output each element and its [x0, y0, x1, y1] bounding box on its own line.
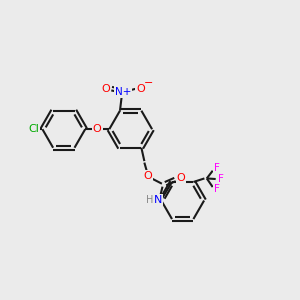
- Text: F: F: [218, 174, 224, 184]
- Text: O: O: [101, 84, 110, 94]
- Text: O: O: [93, 124, 102, 134]
- Text: N+: N+: [115, 87, 131, 97]
- Text: F: F: [214, 184, 220, 194]
- Text: F: F: [214, 163, 220, 173]
- Text: H: H: [146, 195, 154, 205]
- Text: O: O: [136, 84, 145, 94]
- Text: N: N: [154, 195, 163, 205]
- Text: O: O: [143, 171, 152, 181]
- Text: Cl: Cl: [28, 124, 40, 134]
- Text: −: −: [143, 78, 153, 88]
- Text: O: O: [176, 173, 185, 183]
